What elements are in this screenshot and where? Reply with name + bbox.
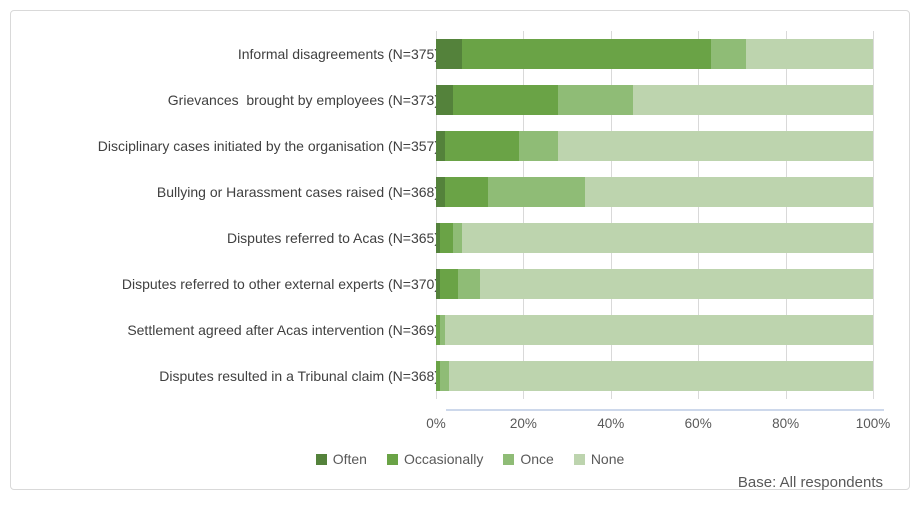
gridline [610,31,612,399]
x-tick-label: 100% [855,416,891,431]
bar-segment-once [457,269,480,299]
category-label: Disputes resulted in a Tribunal claim (N… [159,368,439,384]
legend-swatch-icon [386,453,398,465]
x-tick-label: 60% [684,416,712,431]
legend-swatch-icon [503,453,515,465]
bar-row [436,269,873,299]
bar-row [436,85,873,115]
bar-row [436,223,873,253]
bar-segment-none [632,85,873,115]
bar-segment-once [440,315,445,345]
x-tick-label: 80% [772,416,800,431]
bar-segment-none [558,131,873,161]
bar-segment-none [746,39,873,69]
bar-segment-once [519,131,559,161]
bar-segment-occasionally [440,269,458,299]
category-label: Disciplinary cases initiated by the orga… [97,138,439,154]
category-label: Settlement agreed after Acas interventio… [127,322,439,338]
legend-label: Once [520,451,554,467]
legend-item-none: None [573,451,625,467]
bar-segment-occasionally [440,223,454,253]
bar-segment-none [444,315,873,345]
gridline [436,31,437,399]
bar-segment-often [436,177,445,207]
category-label: Bullying or Harassment cases raised (N=3… [156,184,439,200]
legend-swatch-icon [315,453,327,465]
category-label: Disputes referred to Acas (N=365) [226,230,439,246]
bar-row [436,315,873,345]
bar-segment-none [449,361,873,391]
bar-segment-often [436,39,463,69]
x-tick-label: 20% [509,416,537,431]
bar-row [436,131,873,161]
bar-segment-once [440,361,450,391]
gridline [698,31,700,399]
legend: Often Occasionally Once None [21,451,919,467]
bar-segment-often [436,269,441,299]
gridline [523,31,525,399]
legend-label: None [590,451,625,467]
bar-segment-often [436,131,445,161]
bar-segment-once [711,39,747,69]
legend-item-occasionally: Occasionally [386,451,484,467]
gridline [785,31,787,399]
bar-segment-often [436,85,454,115]
bar-row [436,361,873,391]
bar-segment-none [479,269,873,299]
bar-segment-occasionally [462,39,712,69]
legend-item-often: Often [315,451,367,467]
bar-segment-occasionally [436,315,441,345]
gridline [873,31,874,399]
x-tick-label: 40% [597,416,625,431]
bar-segment-occasionally [444,177,489,207]
bar-segment-none [584,177,873,207]
legend-item-once: Once [503,451,554,467]
base-note: Base: All respondents [737,474,883,491]
bar-segment-once [453,223,463,253]
bar-row [436,39,873,69]
legend-swatch-icon [573,453,585,465]
legend-label: Occasionally [403,451,484,467]
category-label: Disputes referred to other external expe… [121,276,439,292]
bar-segment-occasionally [453,85,559,115]
bar-segment-once [558,85,633,115]
x-tick-label: 0% [426,416,446,431]
bar-segment-occasionally [436,361,441,391]
bar-segment-occasionally [444,131,520,161]
category-label: Grievances brought by employees (N=373) [167,92,439,108]
bar-row [436,177,873,207]
chart-frame: Informal disagreements (N=375) Grievances… [10,10,910,491]
bar-segment-once [488,177,585,207]
category-label: Informal disagreements (N=375) [237,46,439,62]
legend-label: Often [332,451,367,467]
x-axis-line [446,409,884,411]
bar-segment-none [462,223,873,253]
bar-segment-often [436,223,441,253]
